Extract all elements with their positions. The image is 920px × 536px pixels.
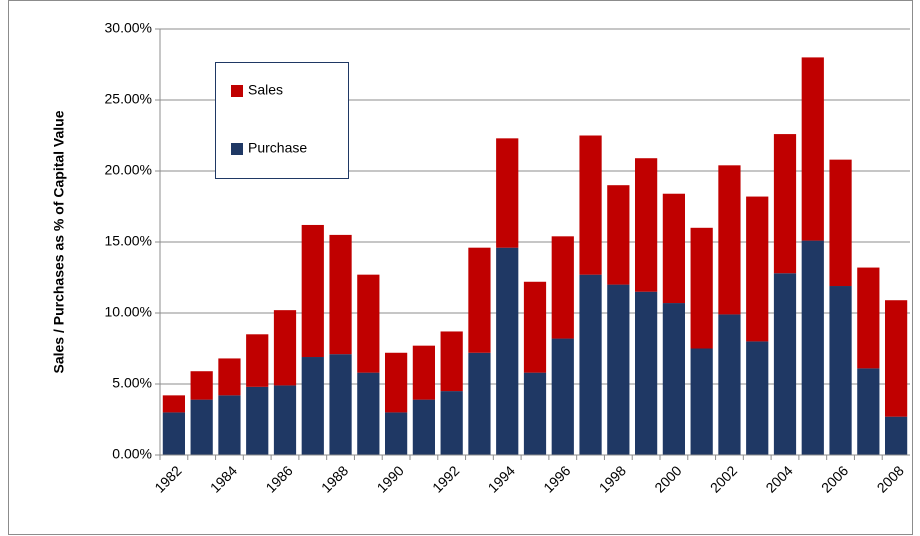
legend-swatch bbox=[231, 85, 243, 97]
bar-segment bbox=[190, 399, 213, 455]
bar-segment bbox=[662, 303, 685, 455]
x-tick-label: 1996 bbox=[540, 462, 573, 495]
bar-segment bbox=[773, 273, 797, 455]
y-tick-label: 15.00% bbox=[105, 233, 152, 249]
bar-segment bbox=[273, 310, 297, 386]
y-tick-label: 5.00% bbox=[112, 375, 152, 391]
x-tick-label: 1994 bbox=[485, 462, 518, 495]
bar-segment bbox=[690, 348, 713, 455]
legend-label: Purchase bbox=[248, 140, 307, 156]
bar-segment bbox=[329, 234, 352, 355]
bar-segment bbox=[162, 395, 185, 413]
bar-segment bbox=[496, 247, 519, 455]
bar-segment bbox=[885, 416, 908, 455]
bar-segment bbox=[773, 134, 797, 274]
x-tick-label: 1990 bbox=[374, 462, 407, 495]
bar-segment bbox=[246, 386, 269, 455]
x-tick-label: 1998 bbox=[596, 462, 629, 495]
bar-segment bbox=[357, 372, 380, 455]
bar-segment bbox=[301, 224, 324, 358]
bar-segment bbox=[412, 345, 435, 400]
bar-segment bbox=[607, 185, 630, 285]
y-tick-label: 0.00% bbox=[112, 446, 152, 462]
bar-segment bbox=[301, 357, 324, 455]
y-tick-label: 10.00% bbox=[105, 304, 152, 320]
bar-segment bbox=[579, 274, 602, 455]
bar-segment bbox=[440, 391, 463, 455]
x-tick-label: 2002 bbox=[707, 462, 740, 495]
bar-segment bbox=[857, 368, 880, 455]
bar-segment bbox=[190, 371, 213, 400]
y-tick-label: 20.00% bbox=[105, 162, 152, 178]
bar-segment bbox=[440, 331, 463, 392]
bar-segment bbox=[829, 286, 852, 455]
bar-segment bbox=[718, 165, 741, 315]
bar-segment bbox=[801, 240, 824, 455]
x-tick-label: 2008 bbox=[874, 462, 907, 495]
bar-segment bbox=[218, 358, 241, 396]
x-tick-label: 1988 bbox=[318, 462, 351, 495]
x-tick-label: 1984 bbox=[207, 462, 240, 495]
legend-label: Sales bbox=[248, 82, 283, 98]
bar-segment bbox=[385, 412, 408, 455]
x-tick-label: 1982 bbox=[151, 462, 184, 495]
bar-segment bbox=[523, 281, 547, 373]
y-axis-label: Sales / Purchases as % of Capital Value bbox=[51, 110, 67, 373]
bar-segment bbox=[746, 341, 769, 455]
legend-box bbox=[215, 62, 349, 179]
bar-segment bbox=[551, 236, 574, 339]
bar-segment bbox=[523, 372, 547, 455]
bar-segment bbox=[857, 267, 880, 369]
x-tick-label: 2000 bbox=[651, 462, 684, 495]
bar-segment bbox=[579, 135, 602, 275]
bar-segment bbox=[412, 399, 435, 455]
bar-segment bbox=[468, 352, 491, 455]
bar-segment bbox=[801, 57, 824, 241]
bar-segment bbox=[385, 352, 408, 413]
x-tick-label: 1986 bbox=[262, 462, 295, 495]
legend-swatch bbox=[231, 143, 243, 155]
y-tick-label: 30.00% bbox=[105, 20, 152, 36]
bar-segment bbox=[829, 159, 852, 287]
bar-segment bbox=[218, 395, 241, 455]
bar-segment bbox=[662, 193, 685, 304]
bar-segment bbox=[162, 412, 185, 455]
bar-segment bbox=[551, 338, 574, 455]
bar-segment bbox=[357, 274, 380, 373]
bar-segment bbox=[273, 385, 297, 455]
x-tick-label: 1992 bbox=[429, 462, 462, 495]
y-tick-label: 25.00% bbox=[105, 91, 152, 107]
bar-segment bbox=[496, 138, 519, 248]
bar-segment bbox=[329, 354, 352, 455]
bar-segment bbox=[690, 227, 713, 349]
bar-segment bbox=[718, 314, 741, 455]
bar-segment bbox=[246, 334, 269, 387]
bar-segment bbox=[635, 291, 658, 455]
chart-border bbox=[8, 0, 913, 535]
x-tick-label: 2004 bbox=[762, 462, 795, 495]
bar-segment bbox=[635, 158, 658, 292]
x-tick-label: 2006 bbox=[818, 462, 851, 495]
bar-segment bbox=[607, 284, 630, 455]
bar-segment bbox=[468, 247, 491, 353]
bar-segment bbox=[746, 196, 769, 342]
bar-segment bbox=[885, 300, 908, 417]
